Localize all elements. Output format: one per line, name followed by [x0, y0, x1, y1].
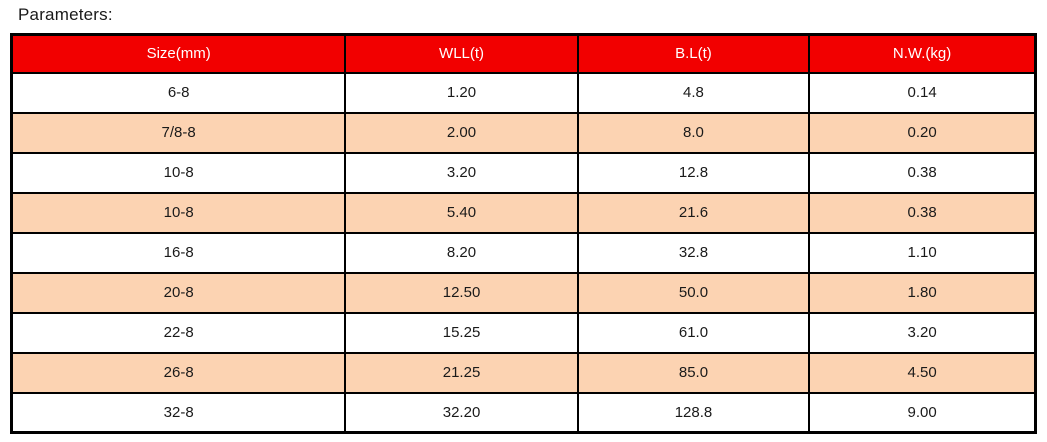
cell-nw: 0.38: [808, 151, 1037, 194]
cell-wll: 5.40: [344, 191, 579, 234]
cell-bl: 128.8: [576, 391, 811, 434]
table-row: 26-8 21.25 85.0 4.50: [10, 351, 1037, 394]
cell-bl: 8.0: [576, 111, 811, 154]
cell-nw: 0.20: [808, 111, 1037, 154]
parameters-table: Size(mm) WLL(t) B.L(t) N.W.(kg) 6-8 1.20…: [10, 33, 1037, 434]
cell-wll: 8.20: [344, 231, 579, 274]
table-row: 20-8 12.50 50.0 1.80: [10, 271, 1037, 314]
cell-wll: 1.20: [344, 71, 579, 114]
cell-size: 6-8: [10, 71, 347, 114]
cell-nw: 9.00: [808, 391, 1037, 434]
cell-bl: 12.8: [576, 151, 811, 194]
cell-size: 10-8: [10, 191, 347, 234]
cell-bl: 85.0: [576, 351, 811, 394]
table-row: 32-8 32.20 128.8 9.00: [10, 391, 1037, 434]
cell-nw: 4.50: [808, 351, 1037, 394]
cell-wll: 12.50: [344, 271, 579, 314]
table-row: 6-8 1.20 4.8 0.14: [10, 71, 1037, 114]
cell-bl: 61.0: [576, 311, 811, 354]
cell-size: 22-8: [10, 311, 347, 354]
cell-nw: 0.38: [808, 191, 1037, 234]
cell-size: 26-8: [10, 351, 347, 394]
cell-bl: 50.0: [576, 271, 811, 314]
cell-wll: 15.25: [344, 311, 579, 354]
cell-wll: 2.00: [344, 111, 579, 154]
column-header-size: Size(mm): [10, 33, 347, 74]
cell-bl: 21.6: [576, 191, 811, 234]
cell-nw: 0.14: [808, 71, 1037, 114]
cell-wll: 21.25: [344, 351, 579, 394]
page-title: Parameters:: [18, 5, 113, 24]
table-row: 10-8 5.40 21.6 0.38: [10, 191, 1037, 234]
cell-nw: 3.20: [808, 311, 1037, 354]
cell-size: 7/8-8: [10, 111, 347, 154]
cell-wll: 32.20: [344, 391, 579, 434]
table-row: 22-8 15.25 61.0 3.20: [10, 311, 1037, 354]
cell-wll: 3.20: [344, 151, 579, 194]
cell-size: 10-8: [10, 151, 347, 194]
cell-size: 16-8: [10, 231, 347, 274]
column-header-nw: N.W.(kg): [808, 33, 1037, 74]
column-header-wll: WLL(t): [344, 33, 579, 74]
cell-size: 32-8: [10, 391, 347, 434]
table-row: 7/8-8 2.00 8.0 0.20: [10, 111, 1037, 154]
cell-size: 20-8: [10, 271, 347, 314]
table-row: 10-8 3.20 12.8 0.38: [10, 151, 1037, 194]
cell-bl: 4.8: [576, 71, 811, 114]
table-header-row: Size(mm) WLL(t) B.L(t) N.W.(kg): [10, 33, 1037, 74]
cell-nw: 1.10: [808, 231, 1037, 274]
table-row: 16-8 8.20 32.8 1.10: [10, 231, 1037, 274]
cell-nw: 1.80: [808, 271, 1037, 314]
cell-bl: 32.8: [576, 231, 811, 274]
column-header-bl: B.L(t): [576, 33, 811, 74]
